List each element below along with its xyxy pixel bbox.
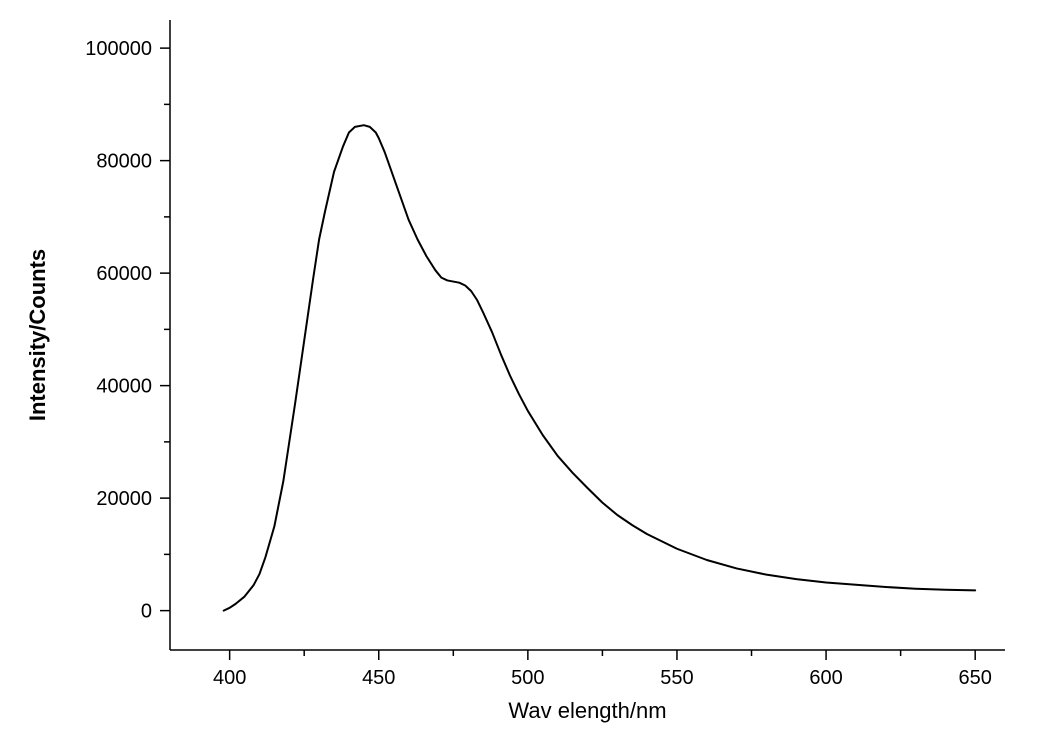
- y-tick-label: 60000: [96, 263, 152, 285]
- x-tick-label: 600: [809, 667, 842, 689]
- y-axis-title: Intensity/Counts: [25, 249, 50, 421]
- x-tick-label: 550: [660, 667, 693, 689]
- x-tick-label: 500: [511, 667, 544, 689]
- y-tick-label: 20000: [96, 488, 152, 510]
- chart-background: [0, 0, 1055, 742]
- y-tick-label: 80000: [96, 151, 152, 173]
- x-tick-label: 650: [958, 667, 991, 689]
- y-tick-label: 100000: [85, 38, 152, 60]
- spectrum-chart: 400 450 500 550 600 650 0 20000 40000 60000 80000 1…: [0, 0, 1055, 742]
- x-axis-title: Wav elength/nm: [508, 698, 666, 723]
- y-tick-label: 40000: [96, 376, 152, 398]
- y-tick-label: 0: [141, 601, 152, 623]
- x-tick-label: 400: [213, 667, 246, 689]
- x-tick-label: 450: [362, 667, 395, 689]
